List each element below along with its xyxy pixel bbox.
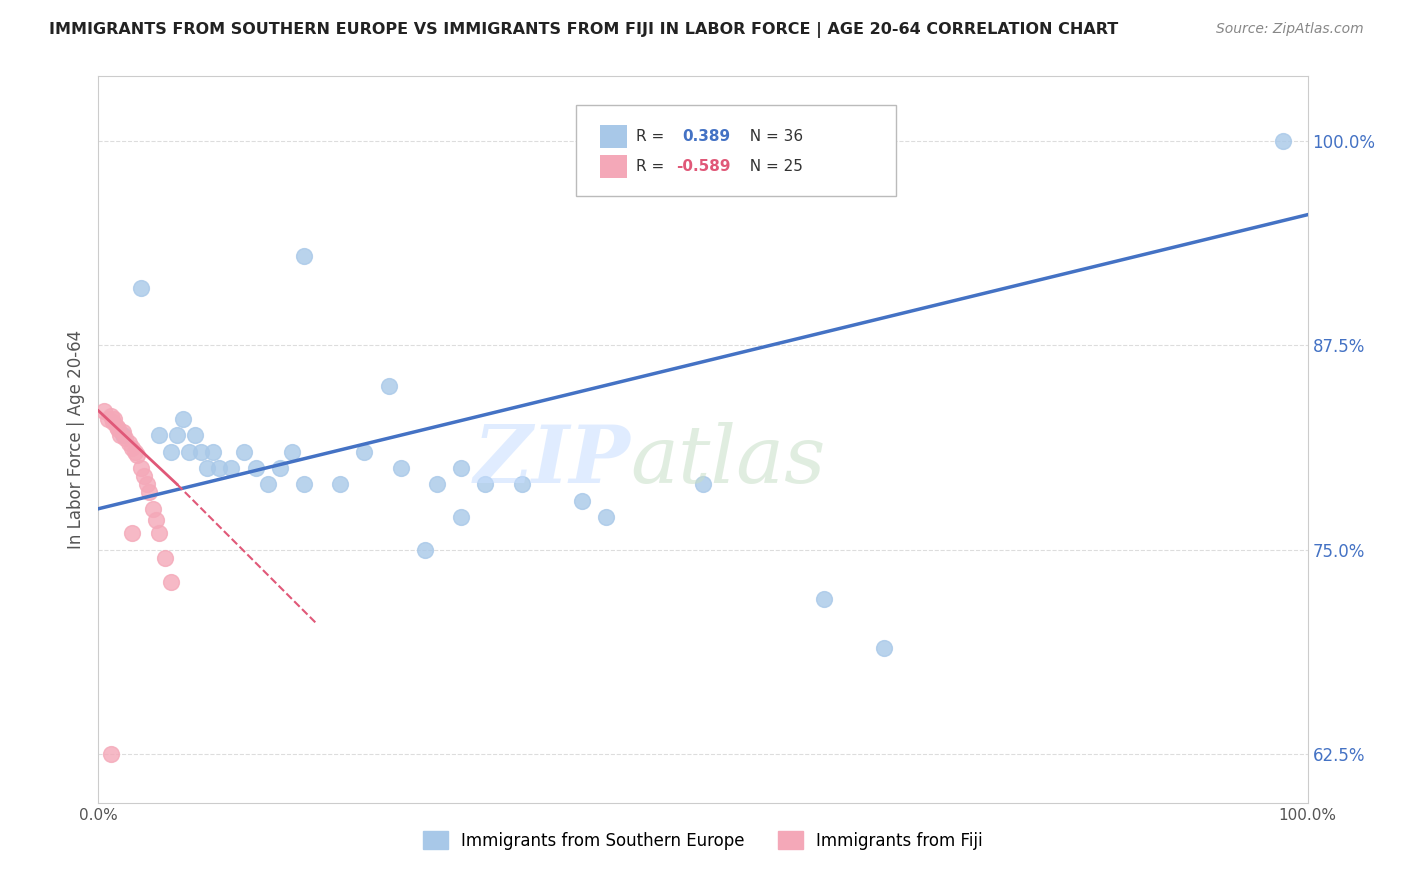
Point bbox=[111, 428, 134, 442]
Point bbox=[202, 444, 225, 458]
Point bbox=[124, 444, 146, 458]
Point bbox=[93, 403, 115, 417]
Point bbox=[281, 444, 304, 458]
Text: -0.589: -0.589 bbox=[676, 159, 731, 174]
Point bbox=[148, 526, 170, 541]
Text: ZIP: ZIP bbox=[474, 423, 630, 500]
Point bbox=[179, 444, 201, 458]
Point bbox=[100, 409, 122, 423]
Point bbox=[160, 575, 183, 590]
Text: Source: ZipAtlas.com: Source: ZipAtlas.com bbox=[1216, 22, 1364, 37]
Point bbox=[148, 428, 170, 442]
Point bbox=[142, 501, 165, 516]
Point bbox=[221, 461, 243, 475]
Point bbox=[208, 461, 231, 475]
Text: 0.389: 0.389 bbox=[682, 128, 731, 144]
Point bbox=[571, 493, 593, 508]
Bar bbox=[600, 125, 627, 148]
Bar bbox=[600, 155, 627, 178]
Text: R =: R = bbox=[637, 128, 675, 144]
Point bbox=[127, 448, 149, 462]
Point bbox=[269, 461, 291, 475]
Point bbox=[353, 444, 375, 458]
Point bbox=[873, 640, 896, 655]
Point bbox=[245, 461, 267, 475]
Point bbox=[134, 469, 156, 483]
Point bbox=[256, 477, 278, 491]
Point bbox=[153, 550, 176, 565]
Point bbox=[135, 477, 157, 491]
Point bbox=[111, 425, 134, 439]
Point bbox=[190, 444, 212, 458]
Point bbox=[121, 442, 143, 456]
Point bbox=[413, 542, 436, 557]
Point bbox=[108, 428, 131, 442]
Point bbox=[129, 281, 152, 295]
Point bbox=[474, 477, 496, 491]
Point bbox=[105, 420, 128, 434]
Point bbox=[692, 477, 714, 491]
Text: N = 25: N = 25 bbox=[741, 159, 803, 174]
Point bbox=[103, 412, 125, 426]
Point bbox=[138, 485, 160, 500]
Point bbox=[195, 461, 218, 475]
Point bbox=[813, 591, 835, 606]
Point bbox=[426, 477, 449, 491]
Point bbox=[166, 428, 188, 442]
Point bbox=[329, 477, 352, 491]
Point bbox=[450, 461, 472, 475]
Point bbox=[510, 477, 533, 491]
Point bbox=[292, 248, 315, 262]
Point bbox=[232, 444, 254, 458]
Text: N = 36: N = 36 bbox=[741, 128, 804, 144]
Point bbox=[114, 432, 136, 446]
Point bbox=[118, 436, 141, 450]
Text: IMMIGRANTS FROM SOUTHERN EUROPE VS IMMIGRANTS FROM FIJI IN LABOR FORCE | AGE 20-: IMMIGRANTS FROM SOUTHERN EUROPE VS IMMIG… bbox=[49, 22, 1118, 38]
Point bbox=[184, 428, 207, 442]
Point bbox=[595, 509, 617, 524]
Point bbox=[129, 461, 152, 475]
Point bbox=[160, 444, 183, 458]
Point bbox=[172, 412, 194, 426]
Point bbox=[101, 415, 124, 429]
Text: R =: R = bbox=[637, 159, 669, 174]
Point bbox=[100, 747, 122, 761]
Point bbox=[97, 412, 120, 426]
Point bbox=[145, 513, 167, 527]
Point bbox=[389, 461, 412, 475]
Legend: Immigrants from Southern Europe, Immigrants from Fiji: Immigrants from Southern Europe, Immigra… bbox=[416, 825, 990, 856]
Point bbox=[1272, 134, 1295, 148]
Point bbox=[377, 379, 399, 393]
Point bbox=[450, 509, 472, 524]
Point bbox=[292, 477, 315, 491]
Point bbox=[121, 526, 143, 541]
FancyBboxPatch shape bbox=[576, 105, 897, 195]
Point bbox=[107, 422, 129, 436]
Text: atlas: atlas bbox=[630, 423, 825, 500]
Y-axis label: In Labor Force | Age 20-64: In Labor Force | Age 20-64 bbox=[66, 330, 84, 549]
